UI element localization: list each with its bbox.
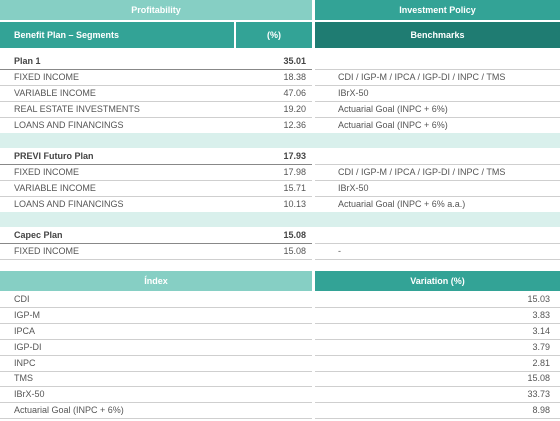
header-cell: Variation (%) bbox=[315, 271, 560, 291]
segment-name: LOANS AND FINANCINGS bbox=[14, 199, 124, 209]
segment-name: FIXED INCOME bbox=[14, 167, 80, 177]
row-line bbox=[0, 354, 312, 356]
index-value: 3.14 bbox=[532, 325, 550, 336]
row-line bbox=[0, 370, 312, 372]
row-line bbox=[0, 306, 312, 308]
row-line bbox=[0, 69, 312, 70]
plan-value: 15.08 bbox=[283, 230, 306, 240]
row-line bbox=[315, 418, 560, 420]
index-name: Actuarial Goal (INPC + 6%) bbox=[14, 405, 124, 416]
row-line bbox=[0, 101, 312, 102]
index-name: INPC bbox=[14, 357, 36, 368]
header-cell: Investment Policy bbox=[315, 0, 560, 20]
segment-name: VARIABLE INCOME bbox=[14, 88, 96, 98]
row-line bbox=[315, 69, 560, 70]
segment-name: REAL ESTATE INVESTMENTS bbox=[14, 104, 140, 114]
index-name: IGP-DI bbox=[14, 341, 42, 352]
row-line bbox=[315, 370, 560, 372]
segment-name: LOANS AND FINANCINGS bbox=[14, 120, 124, 130]
segment-name: FIXED INCOME bbox=[14, 72, 80, 82]
index-value: 15.03 bbox=[527, 293, 550, 304]
row-line bbox=[315, 101, 560, 102]
index-name: TMS bbox=[14, 373, 33, 384]
row-line bbox=[0, 117, 312, 118]
benchmark: IBrX-50 bbox=[338, 88, 369, 98]
segment-value: 10.13 bbox=[283, 199, 306, 209]
row-line bbox=[0, 402, 312, 404]
index-value: 2.81 bbox=[532, 357, 550, 368]
row-line bbox=[0, 259, 312, 260]
plan-name: Plan 1 bbox=[14, 56, 41, 66]
index-value: 33.73 bbox=[527, 389, 550, 400]
header-cell: Profitability bbox=[0, 0, 312, 20]
row-line bbox=[0, 322, 312, 324]
row-line bbox=[0, 386, 312, 388]
benchmark: Actuarial Goal (INPC + 6%) bbox=[338, 120, 448, 130]
row-line bbox=[315, 402, 560, 404]
index-value: 3.79 bbox=[532, 341, 550, 352]
benchmark: IBrX-50 bbox=[338, 183, 369, 193]
plan-value: 35.01 bbox=[283, 56, 306, 66]
segment-name: VARIABLE INCOME bbox=[14, 183, 96, 193]
separator-band bbox=[0, 133, 560, 148]
header-cell: (%) bbox=[236, 22, 312, 48]
row-line bbox=[0, 338, 312, 340]
benchmark: Actuarial Goal (INPC + 6% a.a.) bbox=[338, 199, 466, 209]
index-value: 8.98 bbox=[532, 405, 550, 416]
row-line bbox=[315, 196, 560, 197]
row-line bbox=[315, 259, 560, 260]
row-line bbox=[0, 196, 312, 197]
row-line bbox=[315, 322, 560, 324]
segment-value: 18.38 bbox=[283, 72, 306, 82]
index-value: 15.08 bbox=[527, 373, 550, 384]
benchmark: CDI / IGP-M / IPCA / IGP-DI / INPC / TMS bbox=[338, 72, 506, 82]
plan-value: 17.93 bbox=[283, 151, 306, 161]
segment-value: 15.71 bbox=[283, 183, 306, 193]
segment-value: 15.08 bbox=[283, 246, 306, 256]
segment-value: 19.20 bbox=[283, 104, 306, 114]
row-line bbox=[0, 85, 312, 86]
row-line bbox=[315, 243, 560, 244]
row-line bbox=[315, 117, 560, 118]
index-name: IBrX-50 bbox=[14, 389, 45, 400]
row-line bbox=[0, 418, 312, 420]
index-name: IGP-M bbox=[14, 309, 40, 320]
row-line bbox=[0, 164, 312, 165]
segment-value: 12.36 bbox=[283, 120, 306, 130]
row-line bbox=[315, 386, 560, 388]
row-line bbox=[315, 338, 560, 340]
plan-name: Capec Plan bbox=[14, 230, 63, 240]
row-line bbox=[315, 354, 560, 356]
index-name: CDI bbox=[14, 293, 30, 304]
header-cell: Índex bbox=[0, 271, 312, 291]
segment-value: 47.06 bbox=[283, 88, 306, 98]
index-value: 3.83 bbox=[532, 309, 550, 320]
benchmark: Actuarial Goal (INPC + 6%) bbox=[338, 104, 448, 114]
segment-value: 17.98 bbox=[283, 167, 306, 177]
row-line bbox=[315, 164, 560, 165]
plan-name: PREVI Futuro Plan bbox=[14, 151, 94, 161]
benchmark: CDI / IGP-M / IPCA / IGP-DI / INPC / TMS bbox=[338, 167, 506, 177]
row-line bbox=[315, 180, 560, 181]
benchmark: - bbox=[338, 246, 341, 256]
header-cell: Benefit Plan – Segments bbox=[0, 22, 234, 48]
row-line bbox=[0, 243, 312, 244]
row-line bbox=[315, 306, 560, 308]
index-name: IPCA bbox=[14, 325, 36, 336]
separator-band bbox=[0, 212, 560, 227]
row-line bbox=[315, 85, 560, 86]
row-line bbox=[0, 180, 312, 181]
header-cell: Benchmarks bbox=[315, 22, 560, 48]
segment-name: FIXED INCOME bbox=[14, 246, 80, 256]
